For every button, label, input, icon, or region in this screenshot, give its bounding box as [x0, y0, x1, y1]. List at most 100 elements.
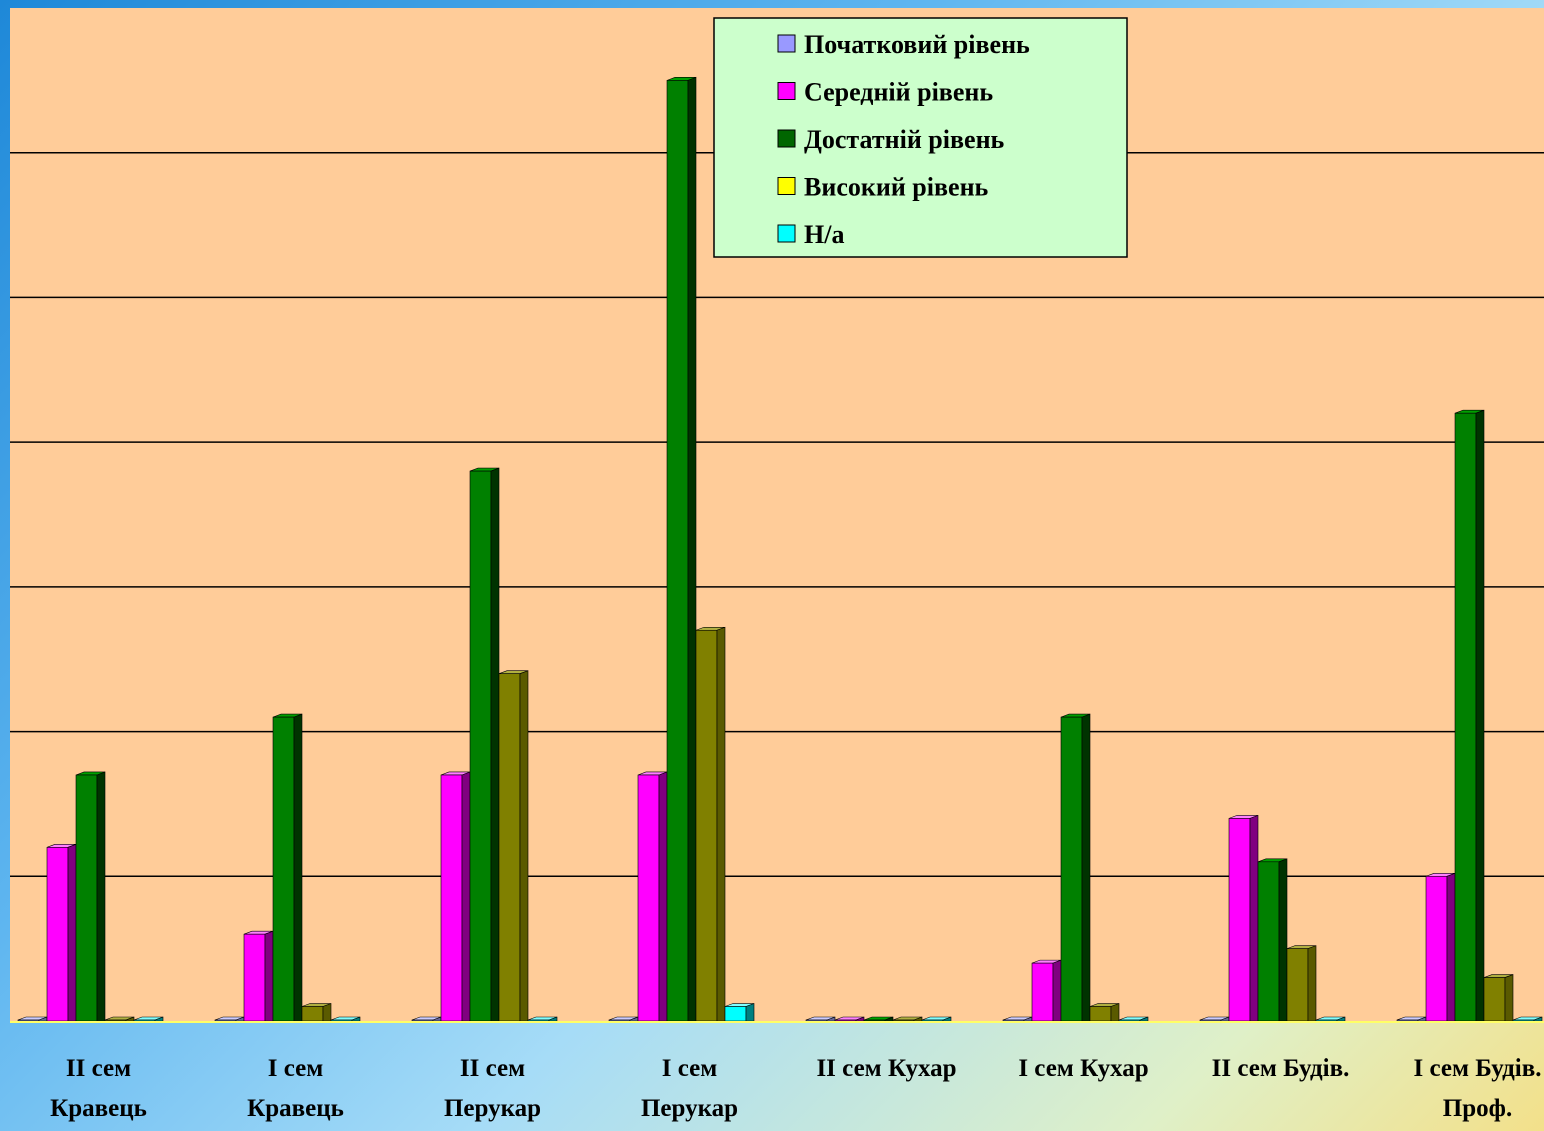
bar-front	[244, 934, 265, 1021]
bar	[302, 1004, 331, 1021]
legend-swatch	[778, 83, 795, 100]
x-tick-label: II сем Кухар	[816, 1055, 956, 1082]
bar-front	[696, 630, 717, 1021]
bar-side	[462, 772, 470, 1021]
bar-side	[688, 77, 696, 1021]
bar-front	[215, 1020, 236, 1021]
bar-front	[609, 1020, 630, 1021]
bar-side	[265, 931, 273, 1021]
bar-front	[105, 1020, 126, 1021]
legend-label: Середній рівень	[804, 78, 993, 107]
bar	[667, 77, 696, 1021]
bar-front	[1455, 413, 1476, 1021]
bar-side	[1279, 859, 1287, 1021]
bar	[1229, 815, 1258, 1021]
bar-front	[302, 1007, 323, 1021]
bar-side	[68, 844, 76, 1021]
bar	[1455, 410, 1484, 1021]
bar-front	[922, 1020, 943, 1021]
bar	[1061, 714, 1090, 1021]
bar-front	[725, 1007, 746, 1021]
bar-front	[412, 1020, 433, 1021]
bar-front	[806, 1020, 827, 1021]
bar-front	[1397, 1020, 1418, 1021]
x-tick-label: I сем	[268, 1055, 324, 1082]
bar-side	[323, 1004, 331, 1021]
bar-front	[470, 471, 491, 1021]
bar	[1426, 873, 1455, 1021]
bar-front	[441, 775, 462, 1021]
bar-front	[18, 1020, 39, 1021]
x-tick-label: II сем	[66, 1055, 131, 1082]
bar-front	[1316, 1020, 1337, 1021]
x-tick-label: II сем Будів.	[1212, 1055, 1350, 1082]
bar-front	[1090, 1007, 1111, 1021]
bar-front	[1003, 1020, 1024, 1021]
x-tick-label: II сем	[460, 1055, 525, 1082]
x-tick-label: I сем Кухар	[1018, 1055, 1148, 1082]
bar	[1090, 1004, 1119, 1021]
bar-side	[294, 714, 302, 1021]
bar-front	[667, 80, 688, 1021]
bar	[1032, 960, 1061, 1021]
legend-label: Початковий рівень	[804, 30, 1030, 59]
bar-front	[1200, 1020, 1221, 1021]
bar-side	[491, 468, 499, 1021]
x-tick-label: I сем Будів.	[1414, 1055, 1542, 1082]
bar-front	[1229, 818, 1250, 1021]
bar	[1287, 946, 1316, 1021]
bar	[499, 671, 528, 1021]
bar-side	[1082, 714, 1090, 1021]
x-tick-label: Проф.	[1443, 1095, 1512, 1122]
bar-front	[47, 847, 68, 1021]
bar-front	[134, 1020, 155, 1021]
bar	[725, 1004, 754, 1021]
bar-front	[273, 717, 294, 1021]
bar	[638, 772, 667, 1021]
bar-front	[1061, 717, 1082, 1021]
bar-front	[893, 1020, 914, 1021]
x-tick-label: Перукар	[641, 1095, 738, 1122]
bar-side	[520, 671, 528, 1021]
bar-front	[76, 775, 97, 1021]
bar-front	[1513, 1020, 1534, 1021]
bar-front	[499, 674, 520, 1021]
x-tick-label: Перукар	[444, 1095, 541, 1122]
bar-front	[528, 1020, 549, 1021]
bar-front	[331, 1020, 352, 1021]
legend-swatch	[778, 130, 795, 147]
bar-front	[1032, 963, 1053, 1021]
bar-side	[1111, 1004, 1119, 1021]
bar-side	[1447, 873, 1455, 1021]
bar-side	[1505, 975, 1513, 1021]
legend-label: Н/а	[804, 220, 844, 249]
legend: Початковий рівень Середній рівень Достатні…	[714, 18, 1127, 257]
legend-swatch	[778, 35, 795, 52]
legend-swatch	[778, 225, 795, 242]
bar-side	[1308, 946, 1316, 1021]
x-tick-labels: II сем Кравець I сем Кравець II сем Перукар I …	[50, 1055, 1541, 1122]
bar-side	[746, 1004, 754, 1021]
bar	[244, 931, 273, 1021]
bar-side	[1250, 815, 1258, 1021]
bar-front	[1484, 978, 1505, 1021]
bar-front	[835, 1020, 856, 1021]
bar-side	[97, 772, 105, 1021]
bar	[1484, 975, 1513, 1021]
x-tick-label: I сем	[662, 1055, 718, 1082]
bar	[76, 772, 105, 1021]
bar	[441, 772, 470, 1021]
bar-side	[1476, 410, 1484, 1021]
x-tick-label: Кравець	[50, 1095, 147, 1122]
bar	[273, 714, 302, 1021]
bar-front	[1287, 949, 1308, 1021]
bar-front	[638, 775, 659, 1021]
bar-front	[1119, 1020, 1140, 1021]
legend-swatch	[778, 178, 795, 195]
legend-label: Високий рівень	[804, 173, 989, 202]
bar	[696, 627, 725, 1021]
bar-side	[717, 627, 725, 1021]
bar-side	[1053, 960, 1061, 1021]
bar	[470, 468, 499, 1021]
